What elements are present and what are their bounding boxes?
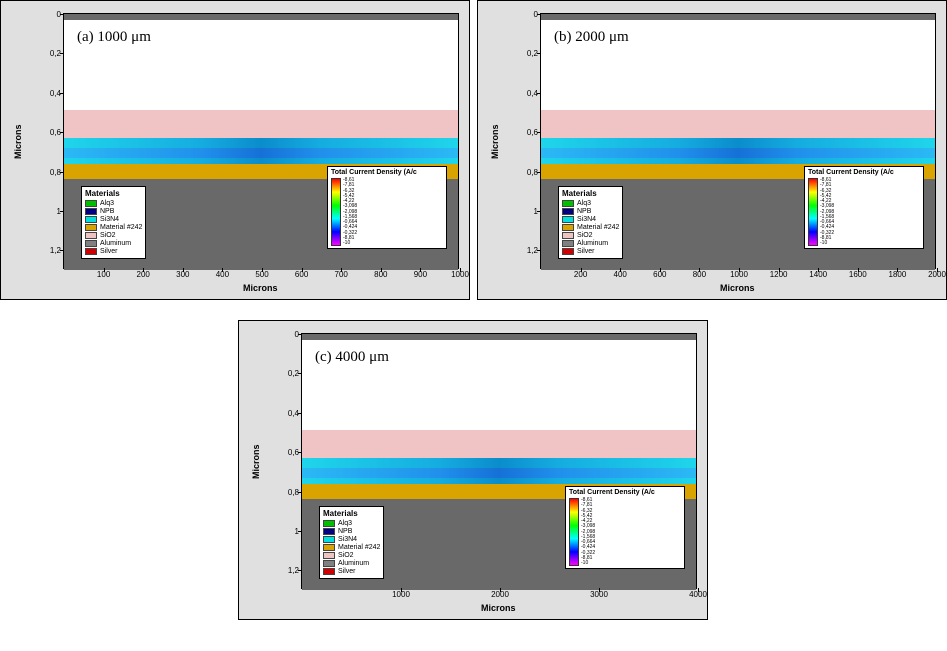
- y-axis-label: Microns: [13, 124, 23, 159]
- legend-label: Alq3: [338, 520, 352, 528]
- x-axis-label: Microns: [243, 283, 278, 293]
- current-density-band: [541, 138, 935, 164]
- legend-label: Material #242: [577, 224, 619, 232]
- legend-label: Aluminum: [338, 560, 369, 568]
- colorbar: Total Current Density (A/c -8,61-7,81-6,3…: [565, 486, 685, 569]
- legend-item: SiO2: [562, 232, 619, 240]
- x-axis-label: Microns: [720, 283, 755, 293]
- legend-item: Alq3: [323, 520, 380, 528]
- material-layer: [64, 110, 458, 138]
- y-axis-label: Microns: [251, 444, 261, 479]
- legend-label: Aluminum: [100, 240, 131, 248]
- legend-swatch: [85, 240, 97, 247]
- materials-legend: Materials Alq3NPBSi3N4Material #242SiO2Al…: [558, 186, 623, 259]
- legend-label: Silver: [338, 568, 356, 576]
- legend-swatch: [85, 200, 97, 207]
- legend-label: Alq3: [577, 200, 591, 208]
- current-density-band: [302, 458, 696, 484]
- legend-item: Aluminum: [323, 560, 380, 568]
- colorbar-title: Total Current Density (A/c: [808, 169, 920, 176]
- legend-swatch: [562, 208, 574, 215]
- legend-label: Material #242: [100, 224, 142, 232]
- legend-label: Alq3: [100, 200, 114, 208]
- legend-swatch: [562, 216, 574, 223]
- legend-item: Alq3: [85, 200, 142, 208]
- legend-item: NPB: [562, 208, 619, 216]
- legend-swatch: [562, 248, 574, 255]
- legend-label: NPB: [577, 208, 591, 216]
- colorbar-labels: -8,61-7,81-6,32-5,42-4,22-3,098-2,098-1,…: [343, 178, 357, 246]
- colorbar-labels: -8,61-7,81-6,32-5,42-4,22-3,098-2,098-1,…: [581, 498, 595, 566]
- legend-swatch: [562, 232, 574, 239]
- legend-item: Si3N4: [323, 536, 380, 544]
- legend-label: Si3N4: [577, 216, 596, 224]
- legend-label: Aluminum: [577, 240, 608, 248]
- material-layer: [302, 430, 696, 458]
- colorbar-gradient: [808, 178, 818, 246]
- legend-swatch: [85, 224, 97, 231]
- legend-title: Materials: [85, 189, 142, 198]
- colorbar-gradient: [331, 178, 341, 246]
- colorbar-title: Total Current Density (A/c: [569, 489, 681, 496]
- panel-title: (b) 2000 μm: [554, 29, 629, 46]
- legend-label: NPB: [338, 528, 352, 536]
- legend-swatch: [323, 544, 335, 551]
- y-axis-label: Microns: [490, 124, 500, 159]
- legend-item: NPB: [85, 208, 142, 216]
- legend-item: Silver: [323, 568, 380, 576]
- colorbar-labels: -8,61-7,81-6,32-5,42-4,22-3,098-2,098-1,…: [820, 178, 834, 246]
- material-layer: [541, 110, 935, 138]
- legend-swatch: [85, 232, 97, 239]
- legend-item: Silver: [562, 248, 619, 256]
- x-axis-label: Microns: [481, 603, 516, 613]
- colorbar: Total Current Density (A/c -8,61-7,81-6,3…: [804, 166, 924, 249]
- panel-title: (c) 4000 μm: [315, 349, 389, 366]
- colorbar-title: Total Current Density (A/c: [331, 169, 443, 176]
- legend-item: Aluminum: [85, 240, 142, 248]
- legend-swatch: [323, 536, 335, 543]
- legend-swatch: [85, 248, 97, 255]
- legend-swatch: [323, 528, 335, 535]
- legend-label: Silver: [577, 248, 595, 256]
- legend-swatch: [323, 520, 335, 527]
- materials-legend: Materials Alq3NPBSi3N4Material #242SiO2Al…: [81, 186, 146, 259]
- legend-item: Material #242: [85, 224, 142, 232]
- legend-label: Si3N4: [100, 216, 119, 224]
- legend-label: NPB: [100, 208, 114, 216]
- legend-item: Material #242: [562, 224, 619, 232]
- legend-swatch: [323, 560, 335, 567]
- legend-label: Material #242: [338, 544, 380, 552]
- legend-item: Si3N4: [562, 216, 619, 224]
- legend-swatch: [562, 224, 574, 231]
- legend-item: SiO2: [85, 232, 142, 240]
- panel-title: (a) 1000 μm: [77, 29, 151, 46]
- legend-label: SiO2: [100, 232, 116, 240]
- legend-title: Materials: [323, 509, 380, 518]
- legend-item: Material #242: [323, 544, 380, 552]
- legend-item: Alq3: [562, 200, 619, 208]
- legend-swatch: [323, 568, 335, 575]
- legend-label: Si3N4: [338, 536, 357, 544]
- legend-label: Silver: [100, 248, 118, 256]
- legend-swatch: [85, 216, 97, 223]
- legend-label: SiO2: [338, 552, 354, 560]
- colorbar: Total Current Density (A/c -8,61-7,81-6,3…: [327, 166, 447, 249]
- legend-item: NPB: [323, 528, 380, 536]
- legend-item: SiO2: [323, 552, 380, 560]
- legend-swatch: [562, 200, 574, 207]
- legend-title: Materials: [562, 189, 619, 198]
- legend-item: Aluminum: [562, 240, 619, 248]
- current-density-band: [64, 138, 458, 164]
- legend-item: Si3N4: [85, 216, 142, 224]
- materials-legend: Materials Alq3NPBSi3N4Material #242SiO2Al…: [319, 506, 384, 579]
- legend-swatch: [85, 208, 97, 215]
- panel-a: 00,20,40,60,811,210020030040050060070080…: [0, 0, 470, 300]
- panel-c: 00,20,40,60,811,21000200030004000Microns…: [238, 320, 708, 620]
- colorbar-gradient: [569, 498, 579, 566]
- legend-swatch: [562, 240, 574, 247]
- legend-swatch: [323, 552, 335, 559]
- panel-b: 00,20,40,60,811,220040060080010001200140…: [477, 0, 947, 300]
- legend-label: SiO2: [577, 232, 593, 240]
- legend-item: Silver: [85, 248, 142, 256]
